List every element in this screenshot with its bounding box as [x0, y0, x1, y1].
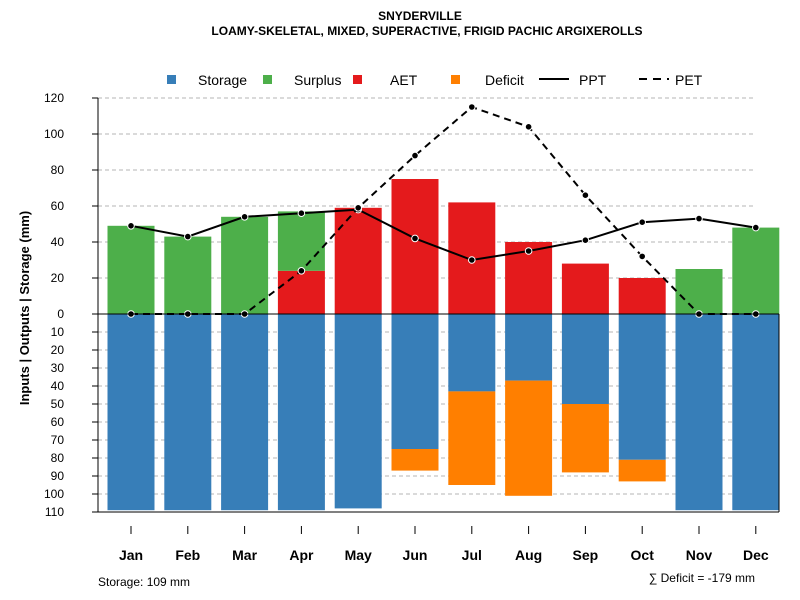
ppt-point	[411, 234, 419, 243]
storage-bar	[561, 314, 609, 404]
deficit-bar	[618, 459, 666, 482]
ppt-point	[184, 232, 192, 241]
deficit-bar	[391, 449, 439, 471]
x-tick-label: Aug	[515, 547, 542, 563]
y-tick-label: 50	[51, 397, 65, 411]
y-tick-label: 60	[51, 415, 65, 429]
storage-bar	[221, 314, 269, 511]
x-tick-label: Jul	[462, 547, 482, 563]
deficit-bar	[448, 391, 496, 485]
surplus-bar	[164, 236, 212, 314]
y-tick-label: 120	[44, 91, 64, 105]
legend-swatch-storage	[167, 75, 176, 84]
y-tick-label: 40	[51, 235, 65, 249]
surplus-bar	[221, 216, 269, 314]
aet-bar	[277, 270, 325, 314]
storage-bar	[334, 314, 382, 509]
ppt-point	[581, 236, 590, 244]
legend-label-ppt: PPT	[579, 72, 607, 88]
legend-label-surplus: Surplus	[294, 72, 341, 88]
legend-label-deficit: Deficit	[485, 72, 524, 88]
x-tick-label: Nov	[686, 547, 713, 563]
y-tick-label: 100	[44, 487, 64, 501]
y-axis-label: Inputs | Outputs | Storage (mm)	[17, 211, 32, 405]
x-tick-label: Mar	[232, 547, 257, 563]
storage-bar	[732, 314, 780, 511]
legend-swatch-deficit	[451, 75, 460, 84]
storage-bar	[675, 314, 723, 511]
ppt-point	[127, 222, 135, 230]
chart-title: SNYDERVILLE	[378, 9, 462, 23]
deficit-bar	[505, 380, 553, 496]
pet-point	[524, 123, 533, 131]
legend-swatch-aet	[353, 75, 362, 84]
storage-bar	[107, 314, 155, 511]
x-tick-label: Dec	[743, 547, 769, 563]
ppt-point	[524, 247, 533, 255]
y-tick-label: 80	[51, 451, 65, 465]
y-tick-label: 90	[51, 469, 65, 483]
y-tick-label: 20	[51, 271, 65, 285]
x-tick-label: Jun	[403, 547, 428, 563]
pet-point	[638, 252, 647, 261]
surplus-bar	[732, 227, 780, 314]
y-tick-label: 20	[51, 343, 65, 357]
surplus-bar	[277, 211, 325, 271]
deficit-bar	[561, 404, 609, 473]
aet-bar	[618, 278, 666, 314]
aet-bar	[561, 263, 609, 314]
storage-bar	[164, 314, 212, 511]
y-tick-label: 110	[45, 505, 64, 519]
ppt-point	[297, 209, 306, 217]
y-tick-label: 0	[57, 307, 64, 321]
storage-bar	[277, 314, 325, 511]
pet-point	[411, 151, 419, 160]
x-tick-label: Jan	[119, 547, 143, 563]
ppt-point	[638, 218, 647, 226]
x-tick-label: May	[345, 547, 372, 563]
y-tick-label: 80	[51, 163, 65, 177]
legend-label-aet: AET	[390, 72, 418, 88]
surplus-bar	[675, 269, 723, 314]
x-tick-label: Oct	[631, 547, 655, 563]
ppt-point	[695, 214, 703, 223]
y-tick-label: 100	[44, 127, 64, 141]
deficit-note: ∑ Deficit = -179 mm	[649, 571, 755, 585]
bars	[107, 179, 780, 511]
x-tick-label: Feb	[175, 547, 200, 563]
aet-bar	[391, 179, 439, 314]
series-lines	[127, 103, 760, 318]
y-tick-label: 30	[51, 361, 65, 375]
y-tick-label: 70	[51, 433, 65, 447]
legend-label-storage: Storage	[198, 72, 247, 88]
chart-subtitle: LOAMY-SKELETAL, MIXED, SUPERACTIVE, FRIG…	[211, 24, 642, 38]
storage-bar	[391, 314, 439, 449]
aet-bar	[334, 207, 382, 314]
storage-bar	[505, 314, 553, 381]
storage-note: Storage: 109 mm	[98, 575, 190, 589]
surplus-bar	[107, 225, 155, 314]
ppt-point	[752, 223, 760, 232]
storage-bar	[618, 314, 666, 460]
pet-point	[297, 267, 306, 275]
y-tick-label: 10	[51, 325, 65, 339]
pet-point	[581, 191, 590, 199]
x-tick-label: Sep	[573, 547, 599, 563]
pet-point	[354, 204, 363, 212]
ppt-point	[468, 256, 476, 264]
storage-bar	[448, 314, 496, 392]
pet-line	[131, 105, 756, 315]
pet-point	[468, 103, 476, 111]
legend-swatch-surplus	[263, 75, 272, 84]
x-tick-label: Apr	[289, 547, 314, 563]
y-tick-label: 40	[51, 379, 65, 393]
ppt-line	[130, 208, 756, 262]
axes: 0 20 40 60 80 100 120 10 20 30 40 50 60 70 80 90 100 110 J…	[44, 91, 780, 563]
legend-label-pet: PET	[675, 72, 703, 88]
y-tick-label: 60	[51, 199, 65, 213]
ppt-point	[240, 213, 249, 221]
legend: Storage Surplus AET Deficit PPT PET	[167, 72, 703, 88]
